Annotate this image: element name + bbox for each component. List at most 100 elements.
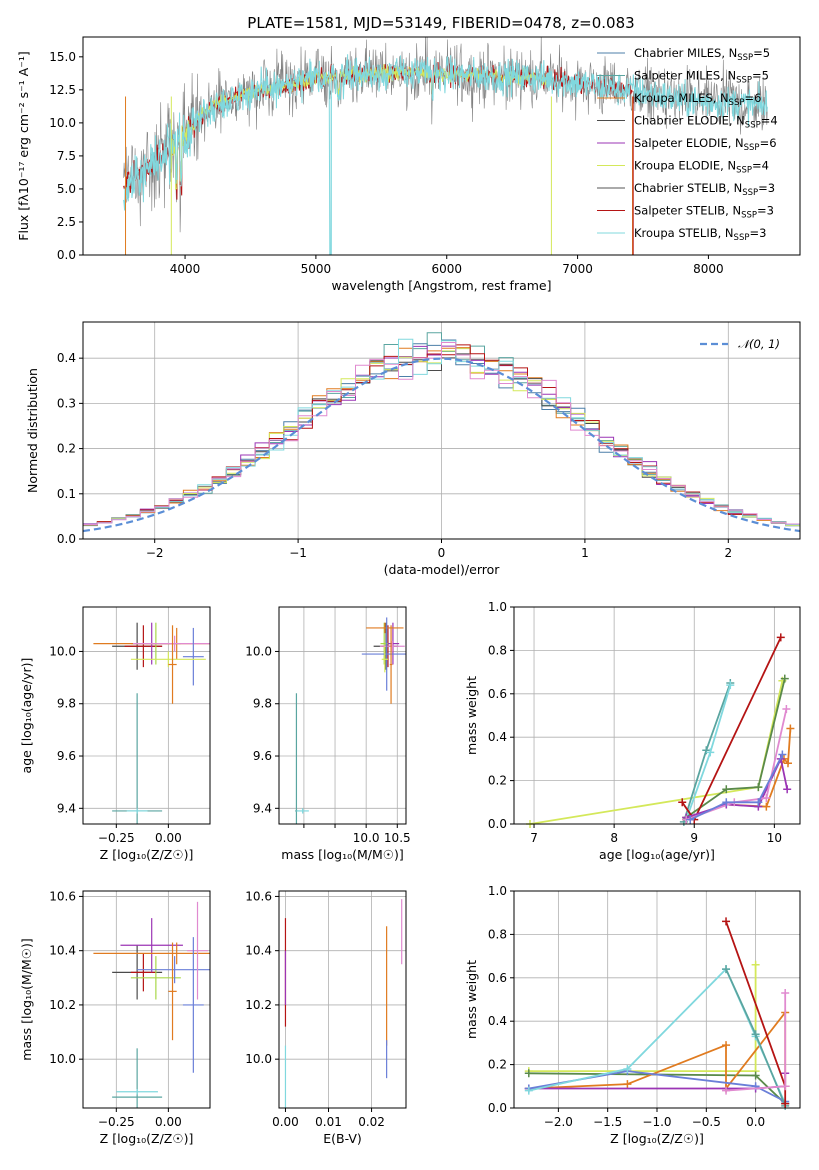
weight-marker <box>722 798 731 807</box>
x-axis-label: (data-model)/error <box>384 562 501 577</box>
x-tick-label: 10 <box>767 831 782 845</box>
x-tick-label: 0.02 <box>358 1115 385 1129</box>
legend-label-suffix: =3 <box>757 204 774 218</box>
x-tick-label: −1.5 <box>593 1115 622 1129</box>
x-tick-label: −0.25 <box>98 831 135 845</box>
grid-layer <box>83 322 800 1109</box>
spectrum-lines <box>123 37 768 255</box>
y-axis-label: mass weight <box>464 676 479 755</box>
y-axis-label: mass [log₁₀(M/M☉)] <box>19 938 34 1060</box>
histogram-series <box>83 342 800 525</box>
y-tick-label: 12.5 <box>49 83 76 97</box>
legend-label: Salpeter ELODIE, NSSP=6 <box>634 136 777 153</box>
y-tick-label: 9.4 <box>253 801 272 815</box>
legend-label-subscript: SSP <box>736 76 752 86</box>
x-tick-label: 0.00 <box>272 1115 299 1129</box>
weight-marker <box>782 704 791 713</box>
y-tick-label: 0.3 <box>57 396 76 410</box>
normal-pdf-line <box>83 357 800 533</box>
weight-series-line <box>685 678 786 819</box>
x-tick-label: 10.0 <box>353 831 380 845</box>
legend-label: Chabrier STELIB, NSSP=3 <box>634 181 775 198</box>
x-tick-label: 0.00 <box>155 831 182 845</box>
axes-frame <box>82 890 211 1109</box>
axes-frame <box>82 36 801 256</box>
x-tick-label: 2 <box>724 546 732 560</box>
legend-label-subscript: SSP <box>736 166 752 176</box>
x-axis-label: Z [log₁₀(Z/Z☉)] <box>610 1131 704 1146</box>
spectrum-model-kroupa-stelib <box>123 54 768 255</box>
y-tick-label: 9.6 <box>253 749 272 763</box>
legend-label: Kroupa MILES, NSSP=6 <box>634 91 761 108</box>
weight-marker <box>751 1071 760 1080</box>
weight-marker <box>781 988 790 997</box>
y-tick-label: 10.2 <box>245 998 272 1012</box>
y-tick-label: 0.1 <box>57 487 76 501</box>
y-axis-label: Normed distribution <box>25 368 40 493</box>
legend-label-suffix: =4 <box>752 159 769 173</box>
y-tick-label: 0.0 <box>57 532 76 546</box>
axes-frame <box>513 606 801 825</box>
axes-frame <box>82 606 211 825</box>
weight-marker <box>762 802 771 811</box>
x-tick-label: 0.00 <box>155 1115 182 1129</box>
y-tick-label: 10.0 <box>49 1052 76 1066</box>
y-tick-label: 5.0 <box>57 182 76 196</box>
legend-label-subscript: SSP <box>741 211 757 221</box>
legend-label-subscript: SSP <box>744 143 760 153</box>
legend-label-text: Chabrier STELIB, N <box>634 181 742 195</box>
axes-frame <box>278 606 407 825</box>
legend-label-text: Kroupa ELODIE, N <box>634 159 736 173</box>
x-tick-label: −2 <box>146 546 164 560</box>
y-tick-label: 0.2 <box>488 1058 507 1072</box>
spectrum-data-line <box>123 37 768 233</box>
x-axis-label: wavelength [Angstrom, rest frame] <box>331 278 551 293</box>
weight-marker <box>781 1099 790 1108</box>
weight-lines-group <box>524 917 790 1110</box>
y-tick-label: 7.5 <box>57 149 76 163</box>
y-tick-label: 0.8 <box>488 927 507 941</box>
y-tick-label: 0.4 <box>488 730 507 744</box>
weight-marker <box>524 1086 533 1095</box>
y-tick-label: 0.0 <box>57 248 76 262</box>
weight-marker <box>762 793 771 802</box>
legend-label-suffix: =6 <box>760 136 777 150</box>
y-tick-label: 9.6 <box>57 749 76 763</box>
x-tick-label: 8 <box>610 831 618 845</box>
legend-label-subscript: SSP <box>745 121 761 131</box>
legend-label-suffix: =5 <box>753 46 770 60</box>
y-tick-label: 10.0 <box>245 644 272 658</box>
weight-marker <box>751 1030 760 1039</box>
y-tick-label: 10.2 <box>49 998 76 1012</box>
x-tick-label: 5000 <box>301 262 332 276</box>
x-axis-label: age [log₁₀(age/yr)] <box>599 847 715 862</box>
weight-marker <box>778 750 787 759</box>
y-tick-label: 0.6 <box>488 687 507 701</box>
x-tick-label: 9 <box>690 831 698 845</box>
y-axis-label: Flux [fλ10⁻¹⁷ erg cm⁻² s⁻¹ A⁻¹] <box>16 51 31 240</box>
legend-label-text: Salpeter STELIB, N <box>634 204 741 218</box>
legend-label-suffix: =3 <box>749 226 766 240</box>
x-tick-label: −1 <box>289 546 307 560</box>
weight-marker <box>722 1086 731 1095</box>
y-tick-label: 10.4 <box>245 944 272 958</box>
legend-label-suffix: =4 <box>761 114 778 128</box>
legend-label-suffix: =3 <box>758 181 775 195</box>
weight-marker <box>781 1082 790 1091</box>
x-axis-label: mass [log₁₀(M/M☉)] <box>281 847 403 862</box>
x-axis-label: E(B-V) <box>323 1131 362 1146</box>
legend-label-subscript: SSP <box>734 233 750 243</box>
weight-marker <box>726 681 735 690</box>
weight-lines-group <box>526 633 795 828</box>
weight-marker <box>524 1069 533 1078</box>
weight-marker <box>686 815 695 824</box>
errorbar-group <box>284 899 403 1108</box>
legend-label-text: Chabrier MILES, N <box>634 46 737 60</box>
weight-marker <box>776 633 785 642</box>
y-tick-label: 9.8 <box>253 697 272 711</box>
legend-label-text: Kroupa STELIB, N <box>634 226 734 240</box>
weight-marker <box>706 748 715 757</box>
axes-layer: 4000 5000 6000 7000 80000.02.55.07.510.012.5… <box>16 36 801 1146</box>
x-tick-label: −0.5 <box>692 1115 721 1129</box>
